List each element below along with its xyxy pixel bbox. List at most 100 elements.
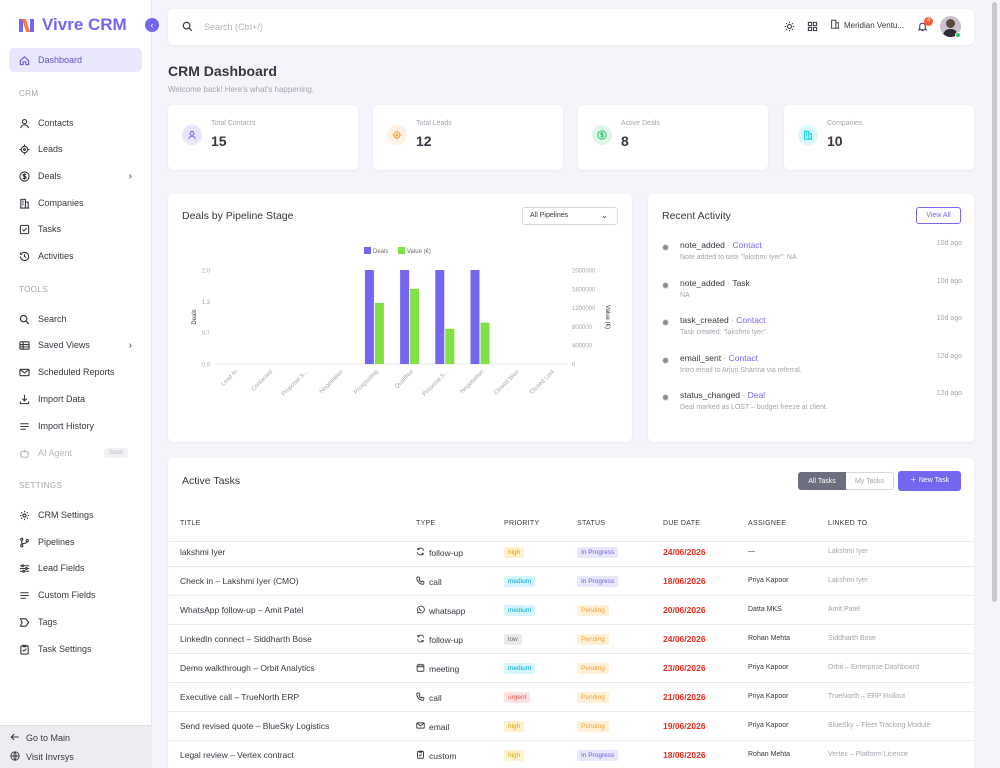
view-all-button[interactable]: View All: [916, 207, 961, 224]
bar-value: [445, 328, 455, 364]
visit-invrsys-link[interactable]: Visit Invrsys: [10, 751, 74, 763]
y2-tick-label: 0: [572, 363, 576, 369]
task-linked-to[interactable]: TrueNorth – ERP Rollout: [828, 693, 906, 700]
task-title[interactable]: Check in – Lakshmi Iyer (CMO): [180, 576, 299, 586]
task-linked-to[interactable]: BlueSky – Fleet Tracking Module: [828, 722, 931, 729]
sidebar-item-import-history[interactable]: Import History: [9, 414, 142, 438]
x-tick-label: Lead In: [221, 369, 239, 387]
sidebar-item-tags[interactable]: Tags: [9, 610, 142, 634]
y2-tick-label: 800000: [572, 325, 593, 331]
task-priority: low: [504, 634, 522, 645]
list-icon: [19, 590, 30, 601]
sidebar-item-pipelines[interactable]: Pipelines: [9, 530, 142, 554]
sidebar-item-import-data[interactable]: Import Data: [9, 387, 142, 411]
activity-entity[interactable]: Contact: [736, 315, 766, 325]
sidebar-item-label: Search: [38, 314, 67, 324]
column-header-title[interactable]: TITLE: [180, 520, 201, 527]
avatar[interactable]: [940, 16, 961, 37]
activity-entity[interactable]: Deal: [747, 390, 766, 400]
task-type-label: call: [429, 692, 442, 703]
chevron-down-icon: ⌄: [601, 211, 608, 220]
column-header-status[interactable]: STATUS: [577, 520, 606, 527]
task-type-label: call: [429, 576, 442, 587]
task-title[interactable]: Executive call – TrueNorth ERP: [180, 692, 300, 702]
table-row[interactable]: LinkedIn connect – Siddharth Bose follow-…: [168, 625, 974, 654]
stat-card-contacts[interactable]: Total Contacts 15: [168, 105, 358, 170]
stat-card-companies[interactable]: Companies 10: [784, 105, 974, 170]
table-row[interactable]: WhatsApp follow-up – Amit Patel whatsapp m…: [168, 596, 974, 625]
sidebar-item-search[interactable]: Search: [9, 307, 142, 331]
task-type: follow-up: [416, 634, 463, 645]
pipeline-chart-card: Deals by Pipeline Stage All Pipelines ⌄ …: [168, 194, 632, 442]
sidebar-item-companies[interactable]: Companies: [9, 191, 142, 215]
task-title[interactable]: WhatsApp follow-up – Amit Patel: [180, 605, 304, 615]
apps-grid-icon[interactable]: [807, 21, 818, 32]
task-linked-to[interactable]: Amit Patel: [828, 606, 860, 613]
pipeline-filter-select[interactable]: All Pipelines ⌄: [522, 207, 618, 225]
y2-tick-label: 2000000: [572, 269, 596, 275]
task-title[interactable]: LinkedIn connect – Siddharth Bose: [180, 634, 312, 644]
task-title[interactable]: Demo walkthrough – Orbit Analytics: [180, 663, 315, 673]
task-linked-to[interactable]: Lakshmi Iyer: [828, 577, 868, 584]
task-type: custom: [416, 750, 456, 761]
sidebar-item-task-settings[interactable]: Task Settings: [9, 637, 142, 661]
sun-icon[interactable]: [784, 21, 795, 32]
sidebar-item-saved-views[interactable]: Saved Views ›: [9, 333, 142, 357]
column-header-type[interactable]: TYPE: [416, 520, 436, 527]
sidebar-item-tasks[interactable]: Tasks: [9, 217, 142, 241]
import-icon: [19, 394, 30, 405]
sidebar-item-crm-settings[interactable]: CRM Settings: [9, 503, 142, 527]
sidebar-item-custom-fields[interactable]: Custom Fields: [9, 583, 142, 607]
task-linked-to[interactable]: Siddharth Bose: [828, 635, 876, 642]
task-type-label: meeting: [429, 663, 460, 674]
table-row[interactable]: Demo walkthrough – Orbit Analytics meetin…: [168, 654, 974, 683]
column-header-due-date[interactable]: DUE DATE: [663, 520, 701, 527]
column-header-linked-to[interactable]: LINKED TO: [828, 520, 868, 527]
table-row[interactable]: Check in – Lakshmi Iyer (CMO) call medium I…: [168, 567, 974, 596]
task-linked-to[interactable]: Orbit – Enterprise Dashboard: [828, 664, 920, 671]
task-linked-to[interactable]: Lakshmi Iyer: [828, 548, 868, 555]
sidebar-item-scheduled-reports[interactable]: Scheduled Reports: [9, 360, 142, 384]
activity-entity[interactable]: Contact: [732, 240, 762, 250]
status-badge: Pending: [577, 634, 609, 645]
activity-entity[interactable]: Contact: [728, 352, 758, 363]
task-title[interactable]: Send revised quote – BlueSky Logistics: [180, 721, 330, 731]
sidebar-item-contacts[interactable]: Contacts: [9, 111, 142, 135]
table-row[interactable]: lakshmi Iyer follow-up high In Progress 24/0…: [168, 538, 974, 567]
sidebar: Vivre CRM Dashboard CRM Contacts Leads D…: [0, 0, 152, 768]
page-scrollbar[interactable]: [990, 0, 1000, 768]
sidebar-item-deals[interactable]: Deals ›: [9, 164, 142, 188]
column-header-priority[interactable]: PRIORITY: [504, 520, 540, 527]
task-title[interactable]: lakshmi Iyer: [180, 547, 226, 557]
sidebar-item-label: Pipelines: [38, 537, 75, 547]
task-type-label: whatsapp: [429, 605, 466, 616]
sidebar-item-lead-fields[interactable]: Lead Fields: [9, 556, 142, 580]
task-linked-to[interactable]: Vertex – Platform Licence: [828, 751, 908, 758]
workspace-switcher[interactable]: Meridian Ventu...: [830, 19, 904, 31]
my-tasks-toggle[interactable]: My Tasks: [846, 472, 894, 490]
activity-type: note_added: [680, 240, 725, 250]
table-row[interactable]: Legal review – Vertex contract custom high…: [168, 741, 974, 768]
table-row[interactable]: Send revised quote – BlueSky Logistics em…: [168, 712, 974, 741]
new-task-button[interactable]: ＋ New Task: [898, 471, 961, 491]
sidebar-item-leads[interactable]: Leads: [9, 137, 142, 161]
mail-icon: [19, 367, 30, 378]
task-title[interactable]: Legal review – Vertex contract: [180, 750, 294, 760]
scrollbar-thumb[interactable]: [992, 2, 997, 602]
column-header-assignee[interactable]: ASSIGNEE: [748, 520, 787, 527]
sidebar-item-dashboard[interactable]: Dashboard: [9, 48, 142, 72]
online-status-dot: [955, 32, 961, 38]
table-row[interactable]: Executive call – TrueNorth ERP call urgent…: [168, 683, 974, 712]
sidebar-item-activities[interactable]: Activities: [9, 244, 142, 268]
sidebar-item-label: Activities: [38, 251, 74, 261]
all-tasks-toggle[interactable]: All Tasks: [798, 472, 846, 490]
task-priority: urgent: [504, 692, 531, 703]
search-input[interactable]: [204, 18, 504, 36]
stat-label: Total Leads: [416, 120, 452, 127]
brand[interactable]: Vivre CRM: [19, 15, 127, 35]
stat-card-leads[interactable]: Total Leads 12: [373, 105, 563, 170]
task-status: Pending: [577, 663, 609, 674]
go-to-main-link[interactable]: Go to Main: [10, 732, 70, 744]
stat-card-deals[interactable]: Active Deals 8: [578, 105, 768, 170]
sidebar-collapse-button[interactable]: ‹: [145, 18, 159, 32]
